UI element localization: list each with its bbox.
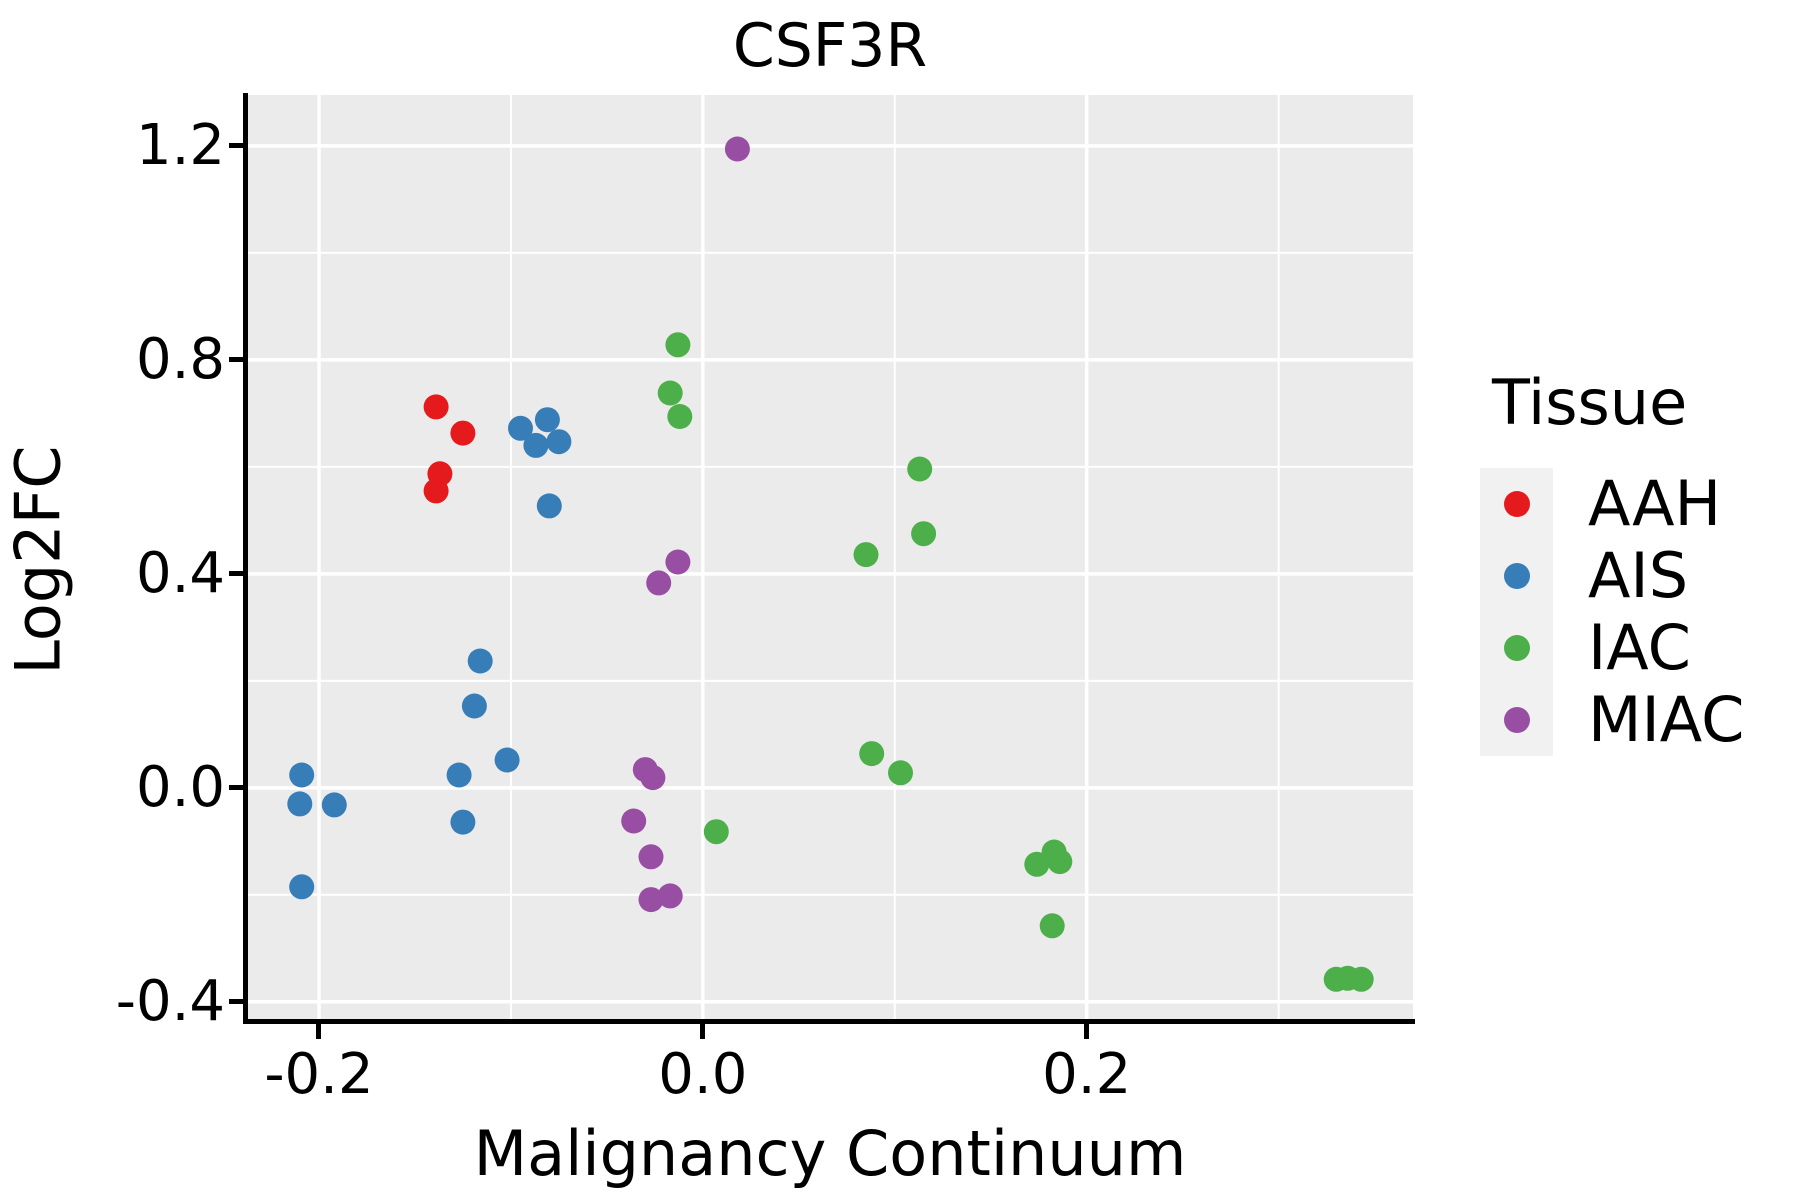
legend-dot-miac xyxy=(1503,707,1530,733)
data-point-iac xyxy=(703,819,729,845)
x-tick-mark xyxy=(700,1024,706,1039)
data-point-iac xyxy=(1039,913,1065,939)
data-point-iac xyxy=(657,380,683,406)
x-axis-title: Malignancy Continuum xyxy=(473,1117,1187,1190)
x-axis-line xyxy=(243,1019,1415,1024)
data-point-ais xyxy=(523,432,549,458)
data-point-ais xyxy=(450,809,476,835)
legend-dot-ais xyxy=(1503,563,1530,589)
data-point-aah xyxy=(423,478,449,504)
data-point-miac xyxy=(724,136,750,162)
y-tick-label: -0.4 xyxy=(115,968,225,1034)
data-point-iac xyxy=(888,760,913,786)
data-point-ais xyxy=(467,648,493,674)
y-tick-mark xyxy=(229,571,244,577)
data-point-ais xyxy=(546,429,572,455)
data-point-miac xyxy=(640,765,666,791)
y-tick-mark xyxy=(229,785,244,791)
data-point-miac xyxy=(657,883,683,909)
legend-title: Tissue xyxy=(1492,366,1688,439)
data-point-ais xyxy=(446,762,472,788)
chart-title: CSF3R xyxy=(732,11,928,81)
data-point-iac xyxy=(907,456,933,482)
data-point-ais xyxy=(534,407,560,433)
data-point-ais xyxy=(287,791,313,817)
plot-area xyxy=(247,95,1413,1020)
data-point-aah xyxy=(450,420,476,446)
x-tick-label: 0.2 xyxy=(1042,1042,1132,1107)
data-point-ais xyxy=(494,747,520,773)
data-point-ais xyxy=(289,762,315,788)
y-tick-mark xyxy=(229,999,244,1005)
y-tick-label: 0.0 xyxy=(135,754,225,820)
x-tick-mark xyxy=(316,1024,322,1039)
data-point-ais xyxy=(321,792,347,818)
y-tick-label: 1.2 xyxy=(135,112,225,178)
data-point-miac xyxy=(638,887,664,913)
data-point-ais xyxy=(289,874,315,900)
x-tick-mark xyxy=(1084,1024,1090,1039)
legend-label-miac: MIAC xyxy=(1588,683,1745,756)
data-point-ais xyxy=(461,693,487,719)
data-point-iac xyxy=(1047,849,1073,875)
y-axis-line xyxy=(243,93,248,1022)
legend-dot-aah xyxy=(1503,491,1530,517)
data-point-iac xyxy=(665,332,691,358)
data-point-miac xyxy=(665,549,691,575)
data-point-miac xyxy=(646,570,672,596)
legend-dot-iac xyxy=(1503,635,1530,661)
data-point-iac xyxy=(859,741,885,767)
legend-label-aah: AAH xyxy=(1588,467,1722,540)
data-point-iac xyxy=(1348,966,1374,992)
data-point-iac xyxy=(1024,851,1050,877)
data-point-iac xyxy=(911,521,937,547)
y-tick-mark xyxy=(229,357,244,363)
data-point-iac xyxy=(667,404,693,429)
data-point-iac xyxy=(853,542,879,568)
y-tick-label: 0.8 xyxy=(135,326,225,392)
y-tick-label: 0.4 xyxy=(135,540,225,606)
legend-label-iac: IAC xyxy=(1588,611,1691,684)
data-point-aah xyxy=(423,394,449,420)
data-point-miac xyxy=(638,844,664,870)
legend-label-ais: AIS xyxy=(1588,539,1689,612)
data-point-ais xyxy=(508,415,533,441)
y-tick-mark xyxy=(229,143,244,149)
data-point-ais xyxy=(536,493,562,519)
x-tick-label: 0.0 xyxy=(658,1042,748,1107)
data-point-miac xyxy=(621,808,647,834)
plot-panel xyxy=(247,95,1413,1020)
x-tick-label: -0.2 xyxy=(264,1042,374,1107)
